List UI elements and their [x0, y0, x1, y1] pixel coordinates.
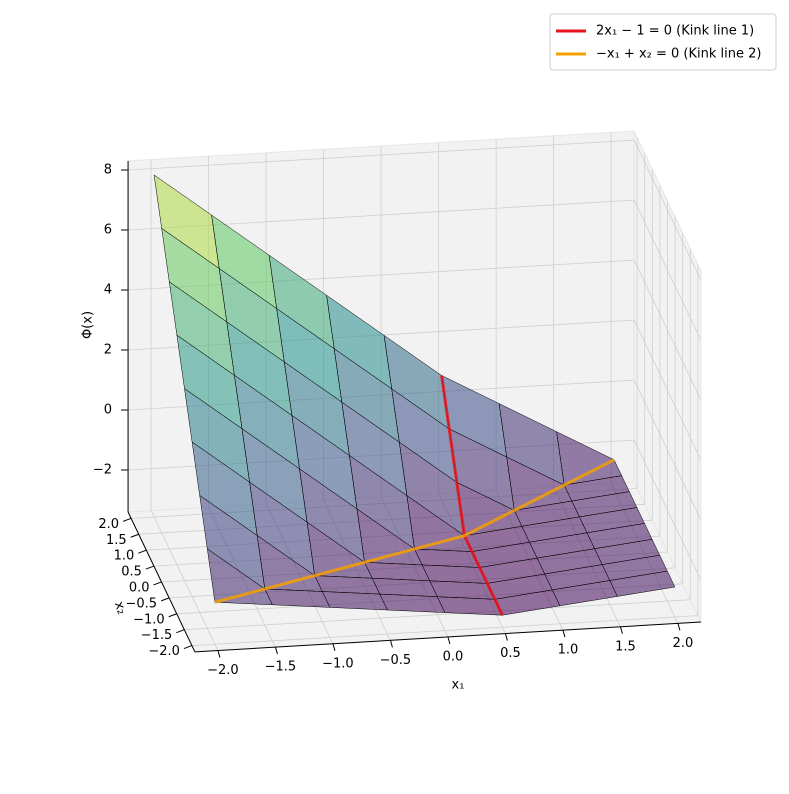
legend-label: 2x₁ − 1 = 0 (Kink line 1) — [596, 24, 754, 39]
tick-mark — [168, 613, 177, 618]
x-tick-label: 1.5 — [615, 639, 636, 654]
legend-box — [549, 13, 777, 71]
tick-mark — [153, 581, 162, 586]
tick-mark — [176, 629, 185, 634]
grid-line — [633, 319, 702, 461]
z-axis-label: Φ(x) — [81, 311, 96, 339]
axes: −2.0 −1.5 −1.0 −0.5 0.0 0.5 1.0 1.5 2.0−2.0−1.5−… — [93, 161, 701, 678]
z-tick-label: 6 — [104, 223, 112, 238]
z-tick-label: 8 — [104, 163, 112, 178]
tick-mark — [677, 623, 681, 631]
axis-line — [194, 621, 701, 653]
tick-mark — [122, 517, 132, 522]
z-tick-label: 0 — [104, 403, 112, 418]
tick-mark — [619, 626, 623, 634]
z-tick-label: 4 — [104, 283, 112, 298]
surface-patch — [379, 593, 446, 613]
tick-mark — [217, 650, 221, 658]
grid-line — [184, 599, 691, 631]
surface-patch — [321, 591, 388, 611]
tick-mark — [447, 636, 451, 645]
kink-lines — [214, 375, 615, 616]
tick-mark — [504, 633, 508, 641]
grid-line — [128, 139, 635, 171]
y-tick-label: −2.0 — [148, 644, 180, 659]
tick-mark — [389, 640, 393, 648]
y-tick-label: 0.5 — [121, 565, 142, 580]
grid-line — [191, 615, 698, 646]
surface-patch — [314, 575, 381, 595]
grid-line — [633, 199, 702, 341]
surface-patch — [414, 548, 481, 568]
y-tick-label: −1.5 — [141, 628, 173, 643]
tick-mark — [145, 565, 155, 570]
surface-patch — [429, 580, 496, 600]
grid-line — [633, 259, 702, 401]
x-tick-label: 2.0 — [673, 636, 694, 651]
surface-patch — [436, 596, 503, 616]
surface-patch — [364, 562, 431, 582]
surface-patch — [371, 577, 438, 597]
tick-mark — [160, 597, 170, 602]
y-tick-label: 1.5 — [106, 533, 127, 548]
x-tick-label: −1.5 — [265, 660, 297, 675]
grid-line — [633, 139, 702, 281]
x-axis-label: x₁ — [452, 678, 465, 693]
tick-mark — [332, 643, 336, 651]
tick-mark — [562, 630, 566, 638]
tick-mark — [183, 645, 193, 650]
tick-mark — [130, 533, 139, 538]
y-tick-label: −1.0 — [133, 612, 165, 627]
tick-mark — [274, 647, 278, 655]
grid-line — [633, 379, 702, 521]
legend: 2x₁ − 1 = 0 (Kink line 1) −x₁ + x₂ = 0 (K… — [549, 13, 777, 71]
y-tick-label: −0.5 — [126, 596, 158, 611]
z-tick-label: 2 — [104, 343, 112, 358]
surface-patch — [609, 570, 676, 597]
x-tick-label: 0.5 — [500, 646, 521, 661]
x-tick-label: 1.0 — [558, 643, 579, 658]
y-tick-label: 1.0 — [114, 549, 135, 564]
y-tick-label: 2.0 — [98, 517, 119, 532]
surface-patch — [421, 564, 488, 584]
x-tick-label: −0.5 — [380, 653, 412, 668]
grid-line — [633, 439, 702, 581]
x-tick-label: −1.0 — [322, 656, 354, 671]
y-tick-label: 0.0 — [129, 580, 150, 595]
y-axis-label: x₂ — [111, 600, 129, 617]
axis-line — [127, 511, 196, 653]
kink-line — [214, 458, 615, 604]
legend-label: −x₁ + x₂ = 0 (Kink line 2) — [596, 47, 761, 62]
surface-patch — [264, 588, 331, 608]
tick-mark — [138, 549, 147, 554]
x-tick-label: 0.0 — [443, 649, 464, 664]
z-tick-label: −2 — [93, 463, 112, 478]
x-tick-label: −2.0 — [207, 663, 239, 678]
